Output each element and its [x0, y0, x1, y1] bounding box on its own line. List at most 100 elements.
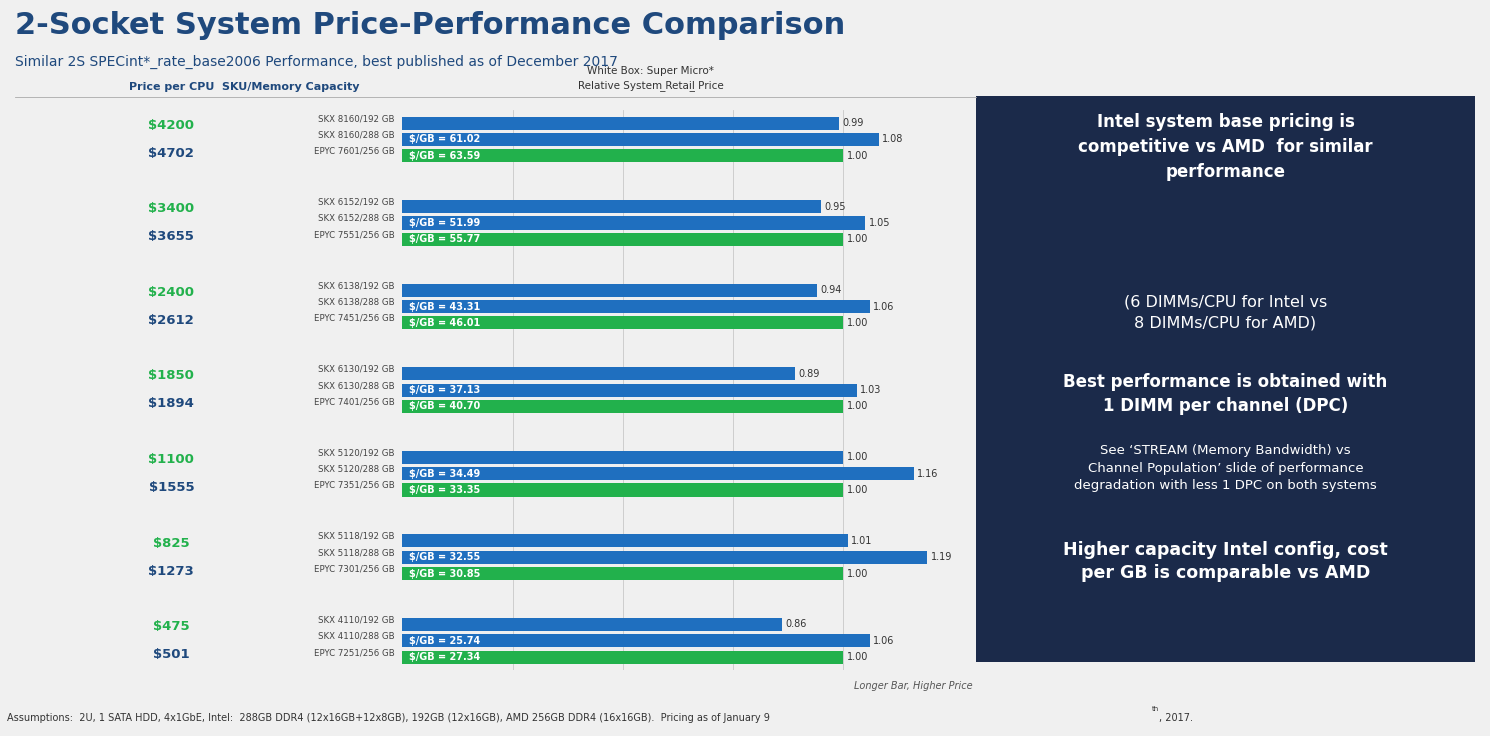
Text: $1850: $1850: [149, 369, 194, 383]
Bar: [402, 367, 794, 381]
Text: EPYC 7601/256 GB: EPYC 7601/256 GB: [314, 146, 395, 156]
Text: SKX 6138/288 GB: SKX 6138/288 GB: [319, 297, 395, 306]
Text: 0.95: 0.95: [825, 202, 846, 212]
Text: 0.99: 0.99: [842, 118, 864, 128]
Text: $4200: $4200: [149, 118, 194, 132]
Bar: [402, 133, 879, 146]
Text: $/GB = 46.01: $/GB = 46.01: [408, 318, 480, 328]
Text: SKX 5118/192 GB: SKX 5118/192 GB: [319, 532, 395, 541]
Bar: [402, 149, 843, 163]
Bar: [402, 467, 913, 480]
Text: SKX 6152/288 GB: SKX 6152/288 GB: [319, 214, 395, 223]
Text: 1.19: 1.19: [931, 552, 952, 562]
Text: 1.00: 1.00: [846, 234, 869, 244]
Text: SKX 5120/192 GB: SKX 5120/192 GB: [319, 448, 395, 457]
Text: $825: $825: [153, 537, 189, 550]
Text: 0.86: 0.86: [785, 620, 806, 629]
Bar: [402, 383, 857, 397]
Text: 0.89: 0.89: [799, 369, 820, 379]
Text: $3655: $3655: [149, 230, 194, 244]
Bar: [402, 283, 817, 297]
Text: $2400: $2400: [149, 286, 194, 299]
Text: $/GB = 43.31: $/GB = 43.31: [408, 302, 480, 311]
Text: $1273: $1273: [149, 565, 194, 578]
Text: 2-Socket System Price-Performance Comparison: 2-Socket System Price-Performance Compar…: [15, 11, 845, 40]
Text: 1.00: 1.00: [846, 453, 869, 462]
Text: SKX 6152/192 GB: SKX 6152/192 GB: [319, 197, 395, 207]
Text: $1555: $1555: [149, 481, 194, 494]
Text: Relative System ̲Retail̲ Price: Relative System ̲Retail̲ Price: [578, 79, 723, 91]
Text: 1.00: 1.00: [846, 652, 869, 662]
Text: EPYC 7301/256 GB: EPYC 7301/256 GB: [314, 565, 395, 573]
Text: , 2017.: , 2017.: [1159, 712, 1193, 723]
Text: $4702: $4702: [149, 146, 194, 160]
Text: See ‘STREAM (Memory Bandwidth) vs
Channel Population’ slide of performance
degra: See ‘STREAM (Memory Bandwidth) vs Channe…: [1074, 445, 1377, 492]
Text: $/GB = 25.74: $/GB = 25.74: [408, 636, 480, 645]
Bar: [402, 400, 843, 413]
Text: Similar 2S SPECint*_rate_base2006 Performance, best published as of December 201: Similar 2S SPECint*_rate_base2006 Perfor…: [15, 55, 618, 69]
Bar: [402, 216, 866, 230]
Text: 1.08: 1.08: [882, 135, 903, 144]
Text: $/GB = 30.85: $/GB = 30.85: [408, 568, 480, 578]
Text: $475: $475: [153, 620, 189, 633]
Text: $/GB = 27.34: $/GB = 27.34: [408, 652, 480, 662]
Text: 1.03: 1.03: [860, 385, 882, 395]
Text: White Box: Super Micro*: White Box: Super Micro*: [587, 66, 714, 76]
Text: $/GB = 61.02: $/GB = 61.02: [408, 135, 480, 144]
Text: $3400: $3400: [149, 202, 194, 216]
Bar: [402, 300, 870, 313]
Text: SKX 4110/192 GB: SKX 4110/192 GB: [319, 615, 395, 624]
Text: SKX 8160/192 GB: SKX 8160/192 GB: [319, 114, 395, 123]
Bar: [402, 618, 782, 631]
Bar: [402, 200, 821, 213]
Text: 1.06: 1.06: [873, 636, 894, 645]
Text: EPYC 7451/256 GB: EPYC 7451/256 GB: [314, 314, 395, 323]
Text: EPYC 7251/256 GB: EPYC 7251/256 GB: [314, 648, 395, 657]
Text: $/GB = 37.13: $/GB = 37.13: [408, 385, 480, 395]
Bar: [402, 551, 927, 564]
Text: 1.16: 1.16: [918, 469, 939, 478]
Text: EPYC 7351/256 GB: EPYC 7351/256 GB: [314, 481, 395, 490]
Text: SKU/Memory Capacity: SKU/Memory Capacity: [222, 82, 359, 92]
Text: EPYC 7551/256 GB: EPYC 7551/256 GB: [314, 230, 395, 239]
Text: SKX 5120/288 GB: SKX 5120/288 GB: [319, 464, 395, 473]
Text: 1.06: 1.06: [873, 302, 894, 311]
Text: $1894: $1894: [149, 397, 194, 411]
Text: 1.00: 1.00: [846, 568, 869, 578]
Text: Longer Bar, Higher Price: Longer Bar, Higher Price: [854, 681, 973, 691]
Bar: [402, 534, 848, 548]
Bar: [402, 116, 839, 130]
Text: Higher capacity Intel config, cost
per GB is comparable vs AMD: Higher capacity Intel config, cost per G…: [1064, 540, 1387, 582]
Text: 1.00: 1.00: [846, 401, 869, 411]
Bar: [402, 634, 870, 647]
Text: SKX 6130/288 GB: SKX 6130/288 GB: [319, 381, 395, 390]
Text: Best performance is obtained with
1 DIMM per channel (DPC): Best performance is obtained with 1 DIMM…: [1064, 373, 1387, 415]
Text: SKX 6130/192 GB: SKX 6130/192 GB: [319, 365, 395, 374]
Text: $2612: $2612: [149, 314, 194, 327]
Text: th: th: [1152, 707, 1159, 712]
Text: $501: $501: [153, 648, 189, 661]
Text: SKX 4110/288 GB: SKX 4110/288 GB: [319, 631, 395, 640]
Text: SKX 6138/192 GB: SKX 6138/192 GB: [319, 281, 395, 290]
Bar: [402, 567, 843, 580]
Text: 1.01: 1.01: [851, 536, 873, 546]
Text: $/GB = 51.99: $/GB = 51.99: [408, 218, 480, 228]
Text: (6 DIMMs/CPU for Intel vs
8 DIMMs/CPU for AMD): (6 DIMMs/CPU for Intel vs 8 DIMMs/CPU fo…: [1123, 294, 1328, 330]
Text: $/GB = 63.59: $/GB = 63.59: [408, 151, 480, 160]
Text: $1100: $1100: [149, 453, 194, 466]
Bar: [402, 450, 843, 464]
Text: 1.00: 1.00: [846, 318, 869, 328]
Text: $/GB = 32.55: $/GB = 32.55: [408, 552, 480, 562]
Text: Price per CPU: Price per CPU: [128, 82, 215, 92]
Text: Intel system base pricing is
competitive vs AMD  for similar
performance: Intel system base pricing is competitive…: [1079, 113, 1372, 180]
Text: $/GB = 34.49: $/GB = 34.49: [408, 469, 480, 478]
Bar: [402, 484, 843, 497]
Text: $/GB = 33.35: $/GB = 33.35: [408, 485, 480, 495]
Text: SKX 5118/288 GB: SKX 5118/288 GB: [319, 548, 395, 557]
Text: $/GB = 40.70: $/GB = 40.70: [408, 401, 480, 411]
Bar: [402, 651, 843, 664]
Text: EPYC 7401/256 GB: EPYC 7401/256 GB: [314, 397, 395, 406]
Bar: [402, 233, 843, 246]
Text: 1.00: 1.00: [846, 485, 869, 495]
Text: $/GB = 55.77: $/GB = 55.77: [408, 234, 480, 244]
